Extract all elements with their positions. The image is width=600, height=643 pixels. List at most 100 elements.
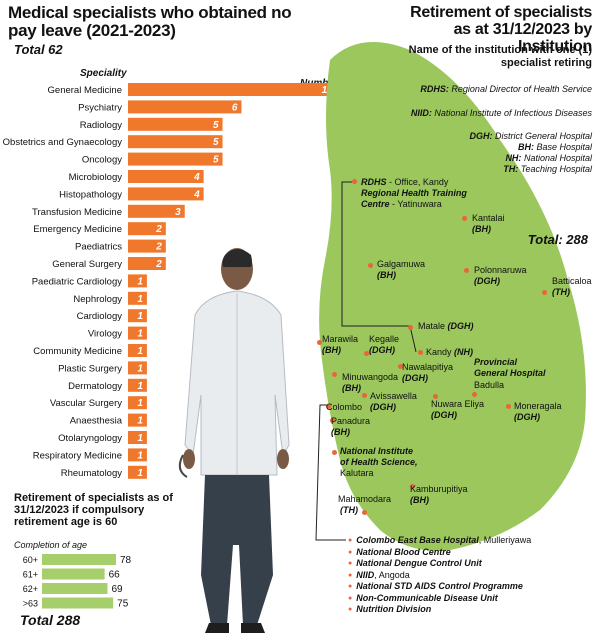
list-item: Colombo East Base Hospital, Mulleriyawa — [348, 535, 531, 547]
place-nihs-3: Kalutara — [340, 468, 374, 478]
bar-value-label: 1 — [137, 329, 143, 340]
map-subtitle: Name of the institution with one (1) spe… — [408, 44, 592, 69]
place-kegalle-type: (DGH) — [369, 345, 395, 355]
bar-value-label: 1 — [137, 346, 143, 357]
bar — [128, 204, 185, 218]
legend-bh: BH: Base Hospital — [517, 142, 592, 152]
category-label: Paediatric Cardiology — [32, 276, 123, 287]
place-minuwangoda-type: (BH) — [342, 383, 361, 393]
place-nuwara-eliya-type: (DGH) — [431, 410, 457, 420]
place-panadura-type: (BH) — [331, 427, 350, 437]
category-label: Paediatrics — [75, 242, 122, 253]
place-dot — [472, 392, 477, 397]
place-marawila: Marawila — [322, 334, 359, 344]
place-moneragala: Moneragala — [514, 401, 562, 411]
place-minuwangoda: Minuwangoda — [342, 372, 399, 382]
place-batticaloa-type: (TH) — [552, 287, 570, 297]
category-label: Otolaryngology — [58, 433, 122, 444]
speciality-header: Speciality — [80, 68, 127, 79]
map-title: Retirement of specialists as at 31/12/20… — [410, 4, 592, 55]
category-label: Radiology — [80, 120, 122, 131]
legend-nh: NH: National Hospital — [505, 153, 592, 163]
age-category-label: 60+ — [23, 555, 38, 565]
place-galgamuwa: Galgamuwa — [377, 259, 426, 269]
age-category-label: 62+ — [23, 584, 38, 594]
left-total: Total 62 — [14, 42, 63, 57]
bar — [128, 413, 147, 427]
age-bar — [42, 583, 108, 594]
place-dot — [368, 263, 373, 268]
category-label: Psychiatry — [78, 102, 122, 113]
bar — [128, 378, 147, 392]
bar — [128, 448, 147, 462]
list-item: NIID, Angoda — [348, 570, 531, 582]
place-pgh-2: General Hospital — [474, 368, 546, 378]
category-label: Community Medicine — [33, 346, 122, 357]
bar — [128, 187, 204, 201]
bar-value-label: 1 — [137, 468, 143, 479]
legend-rdhs: RDHS: Regional Director of Health Servic… — [420, 84, 592, 94]
category-label: Dermatology — [68, 381, 122, 392]
no-pay-leave-bar-chart: General Medicine 1 1 Psychiatry 6 Radiology 5 O… — [3, 83, 336, 479]
bar-value-label: 1 — [137, 433, 143, 444]
age-bar-value-label: 69 — [111, 584, 123, 595]
place-galgamuwa-type: (BH) — [377, 270, 396, 280]
bar — [128, 344, 147, 357]
legend-th: TH: Teaching Hospital — [503, 164, 592, 174]
list-item: National Dengue Control Unit — [348, 558, 531, 570]
place-colombo: Colombo — [326, 402, 363, 412]
bar-value-label: 6 — [232, 102, 238, 113]
place-mahamodara: Mahamodara — [338, 494, 392, 504]
bar-value-label: 1 — [137, 450, 143, 461]
place-dot — [362, 510, 367, 515]
category-label: Virology — [88, 329, 122, 340]
bar-value-label: 1 — [137, 276, 143, 287]
bar-value-label: 4 — [193, 172, 200, 183]
bar-value-label: 5 — [213, 155, 219, 166]
bar-value-label: 4 — [193, 189, 200, 200]
place-dot — [418, 350, 423, 355]
age-bar — [42, 554, 116, 565]
place-dot — [317, 340, 322, 345]
place-dot — [398, 364, 403, 369]
retirement-total: Total 288 — [20, 612, 81, 628]
place-matale: Matale (DGH) — [418, 321, 474, 331]
bar-value-label: 1 — [137, 381, 143, 392]
place-dot — [462, 216, 467, 221]
place-rhtc-2: Centre - Yatinuwara — [361, 199, 442, 209]
bar — [128, 117, 223, 131]
bar — [128, 83, 336, 96]
place-nuwara-eliya: Nuwara Eliya — [431, 399, 485, 409]
legend-niid: NIID: National Institute of Infectious D… — [410, 108, 592, 118]
category-label: Respiratory Medicine — [33, 450, 122, 461]
place-rhtc: Regional Health Training — [361, 188, 467, 198]
bar — [128, 222, 166, 236]
bar — [128, 100, 242, 114]
place-nawalapitiya-type: (DGH) — [402, 373, 428, 383]
list-item: Nutrition Division — [348, 604, 531, 616]
place-dot — [332, 450, 337, 455]
bar — [128, 326, 147, 340]
category-label: Transfusion Medicine — [32, 207, 122, 218]
category-label: General Medicine — [48, 85, 122, 96]
retirement-age-bar-chart: 60+ 78 61+ 66 62+ 69 >63 75 — [23, 554, 132, 610]
age-category-label: >63 — [23, 599, 38, 609]
bar — [128, 465, 147, 479]
place-marawila-type: (BH) — [322, 345, 341, 355]
place-rdhs-kandy: RDHS - Office, Kandy — [361, 177, 449, 187]
bar — [128, 257, 166, 270]
place-kantalai-type: (BH) — [472, 224, 491, 234]
place-dot — [352, 179, 357, 184]
category-label: Obstetrics and Gynaecology — [3, 137, 123, 148]
category-label: General Surgery — [52, 259, 122, 270]
bar-value-label: 2 — [155, 259, 162, 270]
bar — [128, 361, 147, 375]
place-dot — [364, 351, 369, 356]
place-kandy: Kandy (NH) — [426, 347, 474, 357]
place-nihs-2: of Health Science, — [340, 457, 418, 467]
list-item: National Blood Centre — [348, 547, 531, 559]
sri-lanka-map — [319, 42, 586, 551]
place-avissawella-type: (DGH) — [370, 402, 396, 412]
bar-value-label: 5 — [213, 137, 219, 148]
